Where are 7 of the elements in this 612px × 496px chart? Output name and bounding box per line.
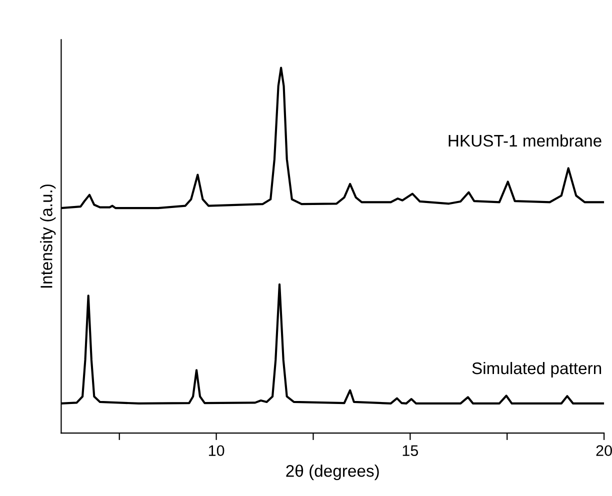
x-tick-label: 20	[596, 445, 612, 456]
x-tick-label: 15	[402, 445, 418, 456]
x-axis-title: 2θ (degrees)	[286, 464, 379, 480]
text: HKUST-1 membrane	[448, 134, 602, 147]
x-tick-label: 10	[208, 445, 224, 456]
series-label: Simulated pattern	[472, 362, 602, 378]
y-axis-title: Intensity (a.u.)	[40, 184, 56, 288]
